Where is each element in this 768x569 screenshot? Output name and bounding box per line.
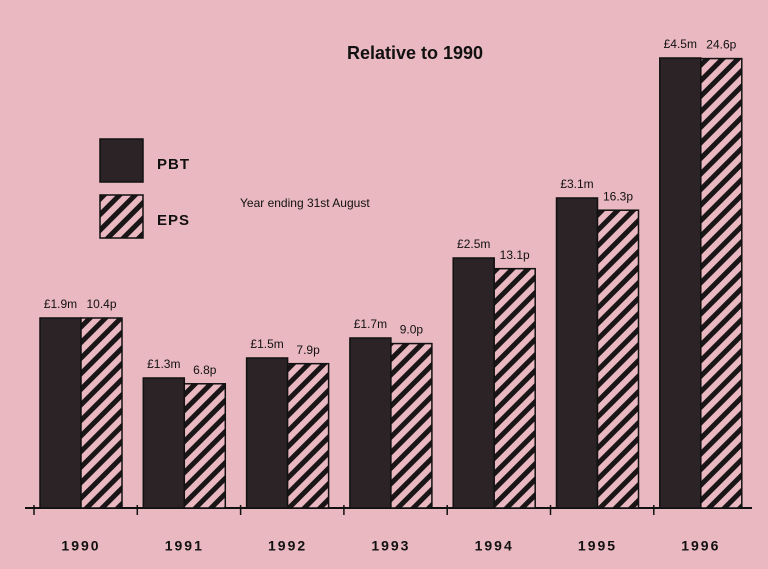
bar [390,342,433,509]
bar [142,377,186,509]
bar [493,267,536,509]
bar [596,209,640,509]
x-tick-label: 1996 [681,538,720,554]
x-tick-label: 1992 [268,538,307,554]
value-label: £1.5m [250,337,283,351]
bar [39,317,82,509]
value-label: £4.5m [664,37,697,51]
chart-title: Relative to 1990 [347,43,483,63]
bar [452,257,495,509]
subtitle: Year ending 31st August [240,196,370,210]
bar [659,57,702,509]
value-label: £2.5m [457,237,490,251]
value-label: £3.1m [560,177,593,191]
value-label: 7.9p [296,343,320,357]
value-label: 24.6p [706,38,736,52]
value-label: £1.3m [147,357,180,371]
bar [80,317,123,509]
value-label: 6.8p [193,363,217,377]
bar [245,357,289,509]
x-tick-label: 1995 [578,538,617,554]
legend-swatch [99,138,144,183]
bar [183,383,227,509]
x-tick-label: 1991 [165,538,204,554]
legend-label: PBT [157,156,190,173]
bar [286,362,330,509]
x-tick-label: 1990 [61,538,100,554]
legend-label: EPS [157,212,190,229]
x-tick-label: 1993 [371,538,410,554]
bar [349,337,392,509]
bar [555,197,599,509]
legend-swatch [99,194,144,239]
x-tick-label: 1994 [475,538,514,554]
value-label: 9.0p [400,323,424,337]
value-label: 13.1p [500,248,530,262]
value-label: 16.3p [603,189,633,203]
bar [700,57,743,509]
value-label: 10.4p [86,297,116,311]
value-label: £1.7m [354,317,387,331]
value-label: £1.9m [44,297,77,311]
